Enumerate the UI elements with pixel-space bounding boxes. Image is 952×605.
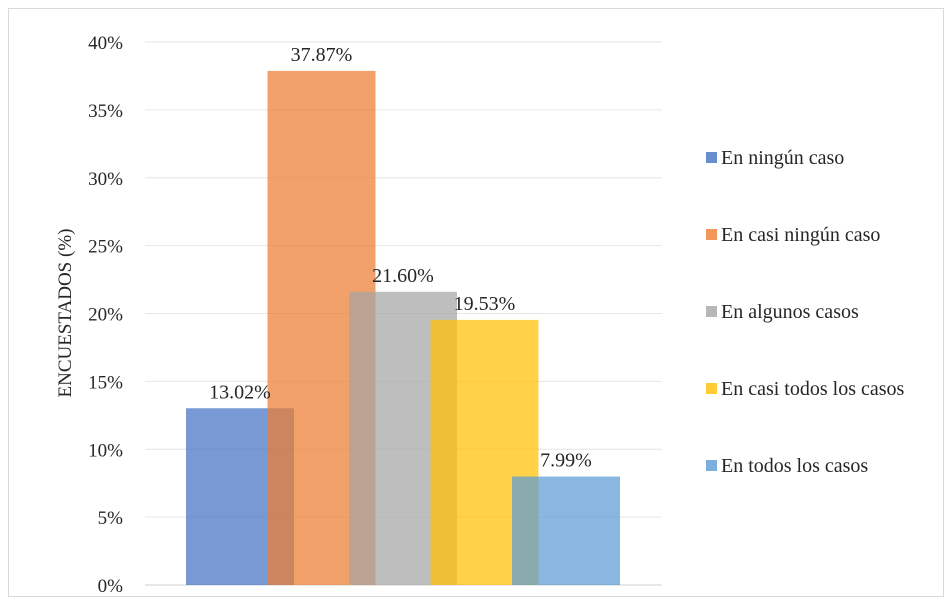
legend-swatch [706,306,717,317]
y-tick-label: 30% [88,169,123,190]
legend-swatch [706,383,717,394]
y-tick-label: 25% [88,237,123,258]
bar-5 [512,476,620,585]
data-label: 19.53% [454,293,516,315]
y-tick-label: 20% [88,305,123,326]
legend-swatch [706,152,717,163]
legend-label: En casi todos los casos [721,378,905,400]
y-tick-label: 0% [98,576,124,597]
legend-label: En algunos casos [721,301,859,323]
y-tick-label: 10% [88,440,123,461]
y-tick-label: 40% [88,33,123,54]
y-tick-label: 5% [98,508,124,529]
legend: En ningún caso En casi ningún caso En algu… [706,147,905,477]
data-label: 37.87% [291,44,353,66]
y-axis-ticks: 0% 5% 10% 15% 20% 25% 30% 35% 40% [88,33,123,597]
legend-label: En todos los casos [721,455,868,477]
legend-swatch [706,229,717,240]
y-axis-title: ENCUESTADOS (%) [55,229,76,398]
chart-frame [8,8,944,597]
legend-swatch [706,460,717,471]
data-label: 21.60% [372,265,434,287]
y-tick-label: 35% [88,101,123,122]
legend-label: En ningún caso [721,147,844,169]
legend-label: En casi ningún caso [721,224,880,246]
data-labels: 13.02% 37.87% 21.60% 19.53% 7.99% [209,44,592,472]
data-label: 7.99% [540,450,592,472]
y-tick-label: 15% [88,372,123,393]
data-label: 13.02% [209,381,271,403]
bars [186,70,620,586]
